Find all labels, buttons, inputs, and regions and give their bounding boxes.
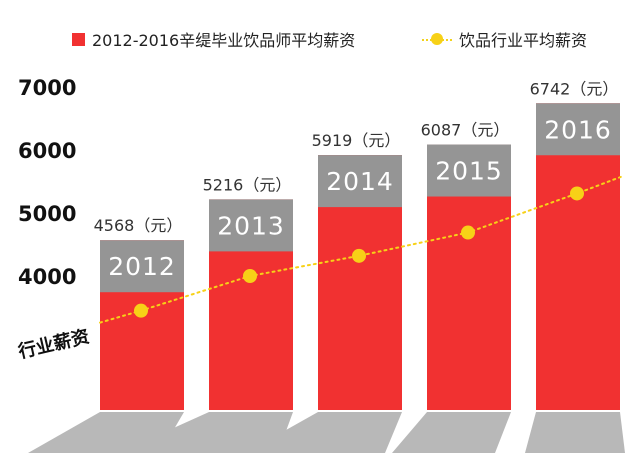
y-tick-label: 4000 [18, 265, 76, 289]
bar-year-label: 2016 [544, 115, 612, 144]
bar-value-label: 4568（元） [94, 216, 183, 235]
bar-floor-shadow [392, 412, 511, 453]
bar-floor-shadow [245, 412, 402, 453]
industry-point [134, 303, 148, 318]
bar-value-label: 6087（元） [421, 121, 510, 140]
bar-value-label: 5919（元） [312, 131, 401, 150]
legend-label-graduate-salary: 2012-2016辛缇毕业饮品师平均薪资 [92, 31, 356, 50]
y-tick-label: 5000 [18, 202, 76, 226]
y-tick-label: 7000 [18, 76, 76, 100]
bar-year-cap [536, 103, 620, 156]
industry-point [461, 225, 475, 240]
bar-value-label: 6742（元） [530, 79, 619, 98]
legend-swatch-red [72, 32, 85, 46]
legend-item-graduate-salary: 2012-2016辛缇毕业饮品师平均薪资 [72, 29, 356, 50]
bar-floor-shadow [525, 412, 625, 453]
y-tick-label: 6000 [18, 139, 76, 163]
bar-year-cap [318, 155, 402, 208]
industry-point [352, 248, 366, 263]
bar-year-label: 2014 [326, 167, 394, 196]
bar-year-label: 2012 [108, 252, 176, 281]
bar-year-label: 2015 [435, 157, 503, 186]
industry-point [243, 269, 257, 283]
legend-label-industry-salary: 饮品行业平均薪资 [459, 31, 588, 50]
legend-item-industry-salary: 饮品行业平均薪资 [422, 29, 588, 50]
bar-year-cap [209, 199, 293, 252]
industry-point [570, 186, 584, 201]
bar-year-cap [427, 144, 511, 197]
industry-line-label: 行业薪资 [15, 325, 91, 363]
legend-dotted-line-marker [422, 32, 452, 46]
bar-year-label: 2013 [217, 211, 285, 240]
bar-value-label: 5216（元） [203, 175, 292, 194]
bar-year-cap [100, 240, 184, 293]
bar-floor-shadow [118, 412, 293, 453]
